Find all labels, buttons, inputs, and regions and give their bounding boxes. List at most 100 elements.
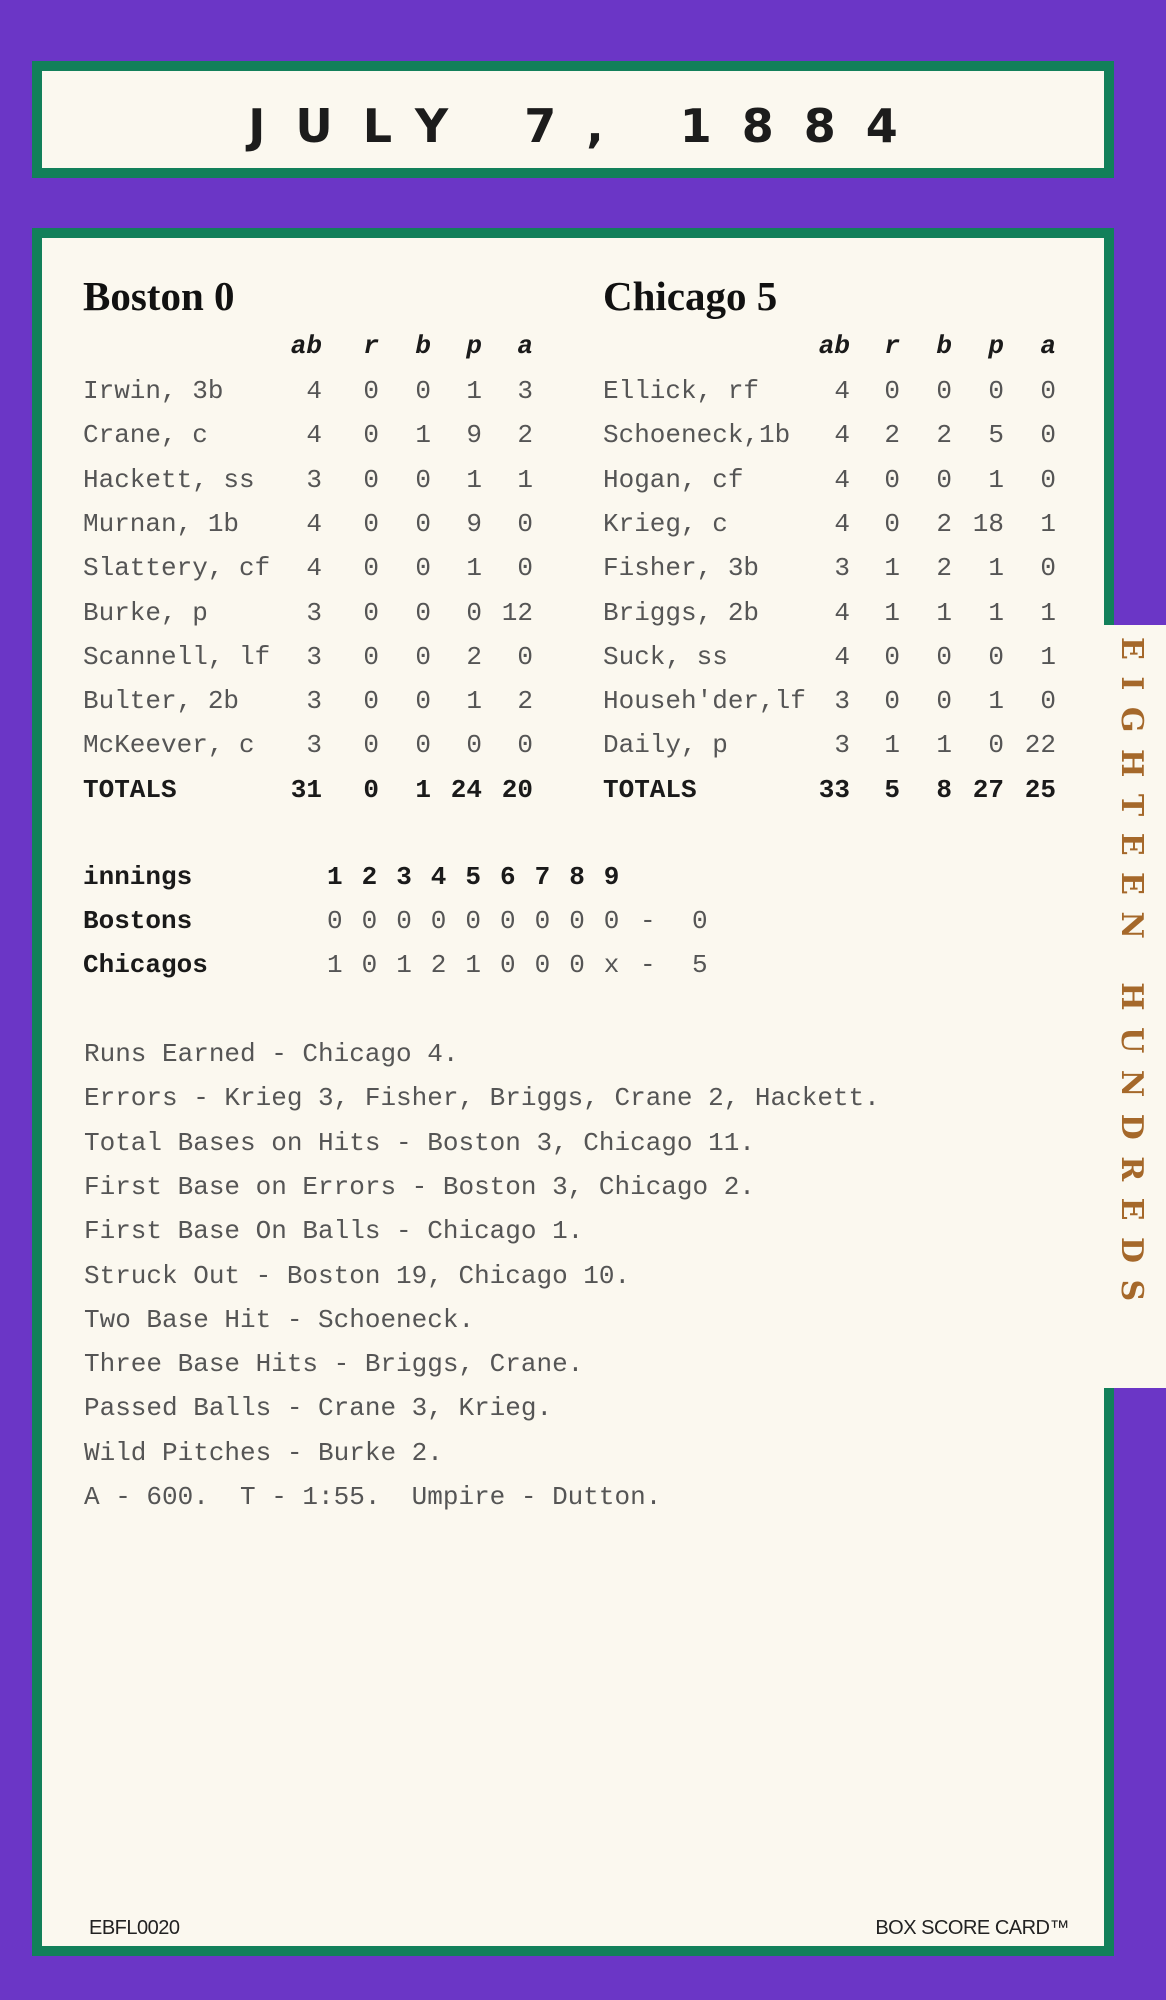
stat-a: 0 [517,508,533,539]
stat-ab: 3 [834,553,850,584]
player-name: Fisher, 3b [603,553,760,584]
stat-p: 2 [466,641,482,672]
player-name: Daily, p [603,730,728,761]
inning-runs: 1 [327,950,343,981]
stat-r: 0 [884,686,900,717]
stat-a: 12 [501,597,533,628]
inning-runs: 0 [361,950,378,981]
stat-p: 0 [988,376,1004,406]
inning-runs: 0 [569,950,585,981]
game-note: First Base On Balls - Chicago 1. [84,1216,584,1247]
inning-runs: 0 [396,906,412,936]
inning-runs: 0 [534,950,551,981]
total-a: 25 [1024,774,1056,805]
stat-a: 1 [1040,508,1056,539]
column-header-r: r [884,331,900,361]
totals-label: TOTALS [603,774,697,805]
stat-p: 1 [466,376,482,406]
stat-ab: 3 [306,597,322,628]
stat-p: 1 [466,464,482,495]
stat-r: 1 [884,553,900,584]
stat-r: 0 [363,641,379,672]
inning-runs: 0 [569,906,585,936]
inning-runs: 1 [465,950,481,981]
stat-p: 9 [466,508,482,539]
innings-label: innings [83,862,193,892]
stat-r: 0 [884,376,900,406]
column-header-a: a [1040,331,1056,361]
column-header-b: b [415,331,431,361]
stat-b: 0 [415,641,431,672]
stat-r: 0 [363,376,379,406]
stat-ab: 4 [834,641,850,672]
stat-b: 0 [415,730,431,761]
game-note: Wild Pitches - Burke 2. [84,1437,443,1468]
stat-r: 0 [884,641,900,672]
stat-b: 0 [936,464,952,495]
stat-r: 1 [884,730,900,761]
stat-p: 5 [988,420,1004,451]
stat-a: 0 [1040,553,1056,584]
total-p: 24 [450,774,482,805]
stat-r: 0 [363,420,379,451]
inning-runs: x [603,950,620,981]
inning-number: 4 [430,862,447,892]
stat-b: 0 [415,597,431,628]
inning-runs: 0 [430,906,447,936]
stat-b: 1 [936,597,952,628]
player-name: Murnan, 1b [83,508,240,539]
stat-b: 2 [936,508,952,539]
inning-runs: 2 [430,950,447,981]
inning-number: 2 [361,862,378,892]
player-name: Hogan, cf [603,464,744,495]
side-tab-label: EIGHTEEN HUNDREDS [1114,637,1149,1318]
column-header-ab: ab [818,331,850,361]
stat-a: 2 [517,420,533,451]
stat-b: 1 [936,730,952,761]
linescore-total: 5 [692,950,708,981]
player-name: Schoeneck,1b [603,420,791,451]
inning-number: 7 [534,862,551,892]
game-note: Three Base Hits - Briggs, Crane. [84,1349,584,1380]
inning-runs: 0 [361,906,378,936]
inning-number: 8 [569,862,585,892]
title-banner: JULY 7, 1884 [32,61,1114,178]
stat-p: 0 [988,641,1004,672]
linescore-team: Chicagos [83,950,208,981]
column-header-b: b [936,331,952,361]
stat-ab: 4 [306,553,322,584]
stat-ab: 4 [834,597,850,628]
player-name: Hackett, ss [83,464,255,495]
stat-p: 9 [466,420,482,451]
stat-ab: 3 [306,730,322,761]
player-name: Suck, ss [603,641,728,672]
stat-a: 0 [1040,686,1056,717]
stat-r: 0 [363,553,379,584]
stat-ab: 3 [306,686,322,717]
player-name: Krieg, c [603,508,728,539]
game-note: Struck Out - Boston 19, Chicago 10. [84,1260,631,1291]
total-ab: 31 [290,774,322,805]
dash: - [640,906,656,936]
stat-b: 0 [936,641,952,672]
player-name: McKeever, c [83,730,255,761]
inning-number: 1 [327,862,343,892]
stat-a: 0 [517,730,533,761]
column-header-p: p [988,331,1004,361]
inning-runs: 0 [534,906,551,936]
dash: - [640,950,656,981]
brand-label: BOX SCORE CARD™ [875,1917,1069,1939]
stat-r: 0 [884,464,900,495]
stat-r: 0 [363,730,379,761]
stat-a: 1 [1040,597,1056,628]
player-name: Crane, c [83,420,208,451]
stat-r: 0 [363,464,379,495]
stat-a: 0 [1040,376,1056,406]
stat-a: 2 [517,686,533,717]
stat-r: 0 [363,686,379,717]
stat-ab: 4 [834,420,850,451]
stat-a: 0 [1040,420,1056,451]
inning-runs: 1 [396,950,412,981]
inning-number: 6 [500,862,516,892]
stat-b: 2 [936,420,952,451]
